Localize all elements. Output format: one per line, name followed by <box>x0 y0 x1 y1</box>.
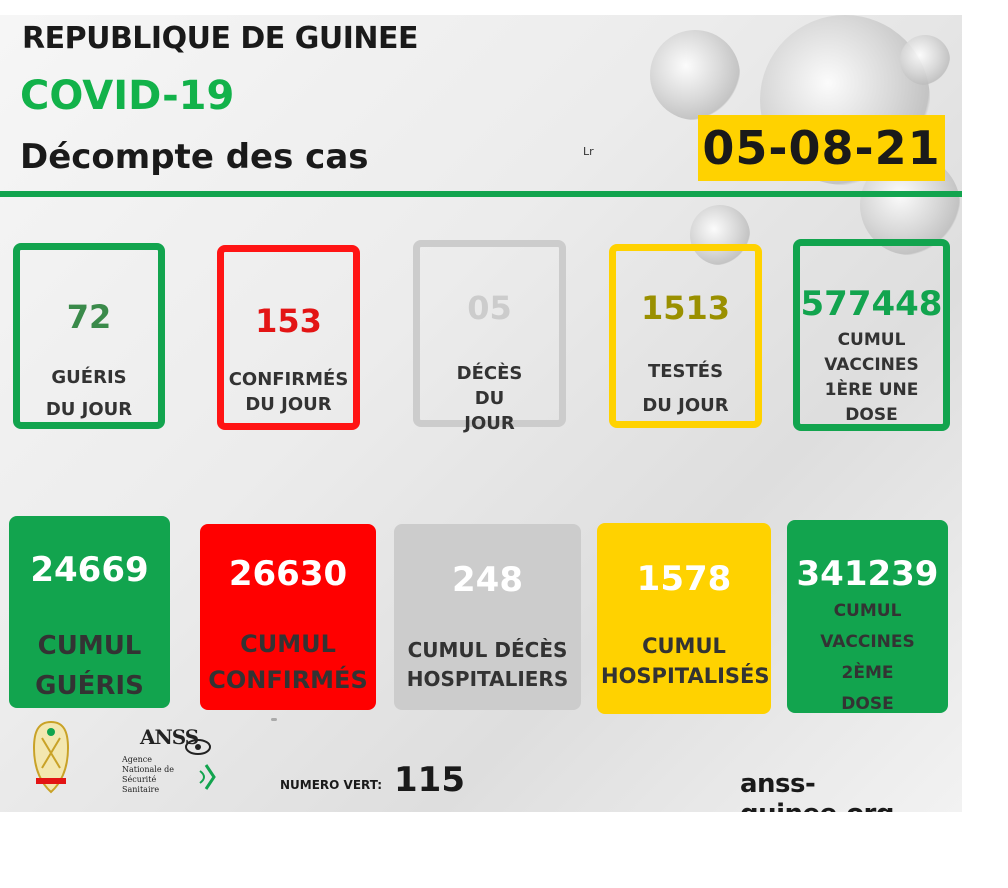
daily-recovered-value: 72 <box>66 298 112 336</box>
daily-confirmed-card: 153 CONFIRMÉS DU JOUR <box>217 245 360 430</box>
cumulative-recovered-card: 24669 CUMUL GUÉRIS <box>9 516 170 708</box>
vaccine-second-dose-value: 341239 <box>796 554 939 594</box>
subtitle: Décompte des cas <box>20 137 369 177</box>
anss-full-name: Agence Nationale de Sécurité Sanitaire <box>122 755 174 794</box>
cumulative-confirmed-label: CUMUL CONFIRMÉS <box>208 630 368 694</box>
country-title: REPUBLIQUE DE GUINEE <box>22 21 418 56</box>
cumulative-hospitalized-value: 1578 <box>636 559 732 599</box>
daily-deaths-card: 05 DÉCÈS DU JOUR <box>413 240 566 434</box>
covid-title: COVID-19 <box>20 73 235 119</box>
cumulative-hospitalized-label: CUMUL HOSPITALISÉS <box>601 634 770 688</box>
website-link[interactable]: anss-guinee.org <box>740 769 894 812</box>
covid-poster: REPUBLIQUE DE GUINEE COVID-19 Décompte d… <box>0 15 962 812</box>
daily-tested-label: TESTÉS DU JOUR <box>642 361 729 416</box>
virus-illustration <box>690 205 750 265</box>
virus-illustration <box>650 30 740 120</box>
daily-tested-value: 1513 <box>640 289 731 327</box>
daily-tested-card: 1513 TESTÉS DU JOUR <box>609 244 762 428</box>
cumulative-recovered-label: CUMUL GUÉRIS <box>35 631 144 701</box>
hotline-label: NUMERO VERT: <box>280 778 383 792</box>
small-mark: Lr <box>583 145 594 158</box>
cumulative-deaths-label: CUMUL DÉCÈS HOSPITALIERS <box>406 638 569 691</box>
anss-logo-icon <box>185 739 216 790</box>
vaccine-second-dose-label: CUMUL VACCINES 2ÈME DOSE <box>820 601 915 714</box>
vaccine-first-dose-value: 577448 <box>800 284 943 324</box>
guinea-emblem-icon <box>32 720 70 794</box>
cumulative-hospitalized-card: 1578 CUMUL HOSPITALISÉS <box>597 523 771 714</box>
anss-logo-text: ANSS <box>140 725 199 749</box>
vaccine-second-dose-card: 341239 CUMUL VACCINES 2ÈME DOSE <box>787 520 948 714</box>
cumulative-recovered-value: 24669 <box>30 550 149 590</box>
vaccine-first-dose-label: CUMUL VACCINES 1ÈRE UNE DOSE <box>824 330 919 425</box>
virus-illustration <box>900 35 950 85</box>
cumulative-confirmed-card: 26630 CUMUL CONFIRMÉS <box>200 524 376 710</box>
divider <box>0 191 962 197</box>
vaccine-first-dose-card: 577448 CUMUL VACCINES 1ÈRE UNE DOSE <box>793 239 950 431</box>
daily-confirmed-label: CONFIRMÉS DU JOUR <box>228 369 349 415</box>
divider-dot <box>271 718 277 721</box>
cumulative-deaths-card: 248 CUMUL DÉCÈS HOSPITALIERS <box>394 524 581 710</box>
cumulative-deaths-value: 248 <box>452 560 523 600</box>
cumulative-confirmed-value: 26630 <box>228 554 348 594</box>
daily-deaths-label: DÉCÈS DU JOUR <box>456 363 523 434</box>
date-badge: 05-08-21 <box>698 115 945 181</box>
daily-confirmed-value: 153 <box>255 302 322 340</box>
hotline-number: 115 <box>394 760 465 800</box>
daily-deaths-value: 05 <box>467 289 512 327</box>
daily-recovered-label: GUÉRIS DU JOUR <box>45 367 133 420</box>
daily-recovered-card: 72 GUÉRIS DU JOUR <box>13 243 165 429</box>
